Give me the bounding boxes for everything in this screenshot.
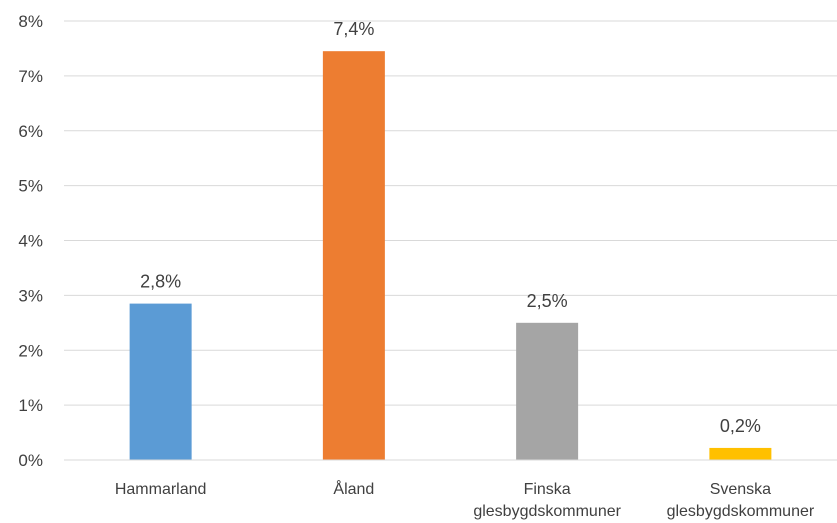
- x-category-label: Svenska: [710, 481, 771, 498]
- data-label: 0,2%: [720, 416, 761, 436]
- x-category-label: Finska: [524, 481, 571, 498]
- x-category-label: Hammarland: [115, 481, 207, 498]
- bar: [322, 51, 385, 461]
- data-label: 2,5%: [527, 291, 568, 311]
- y-tick-label: 6%: [18, 122, 43, 141]
- y-tick-label: 3%: [18, 286, 43, 305]
- bar: [129, 303, 192, 460]
- gridlines: [64, 20, 837, 406]
- bar: [709, 447, 772, 460]
- x-category-label: glesbygdskommuner: [473, 503, 621, 520]
- y-tick-label: 5%: [18, 177, 43, 196]
- y-tick-label: 2%: [18, 341, 43, 360]
- x-category-label: Åland: [333, 479, 374, 498]
- y-tick-label: 0%: [18, 451, 43, 470]
- bars: [129, 51, 772, 461]
- data-label: 2,8%: [140, 272, 181, 292]
- y-tick-label: 7%: [18, 67, 43, 86]
- x-axis-categories: Hammarland Åland Finska glesbygdskommuner Sv…: [115, 479, 815, 520]
- bar: [516, 322, 579, 460]
- y-axis-ticks: 0% 1% 2% 3% 4% 5% 6% 7% 8%: [18, 12, 43, 470]
- y-tick-label: 4%: [18, 232, 43, 251]
- y-tick-label: 1%: [18, 396, 43, 415]
- data-labels: 2,8% 7,4% 2,5% 0,2%: [140, 19, 761, 436]
- y-tick-label: 8%: [18, 12, 43, 31]
- data-label: 7,4%: [333, 19, 374, 39]
- x-category-label: glesbygdskommuner: [667, 503, 815, 520]
